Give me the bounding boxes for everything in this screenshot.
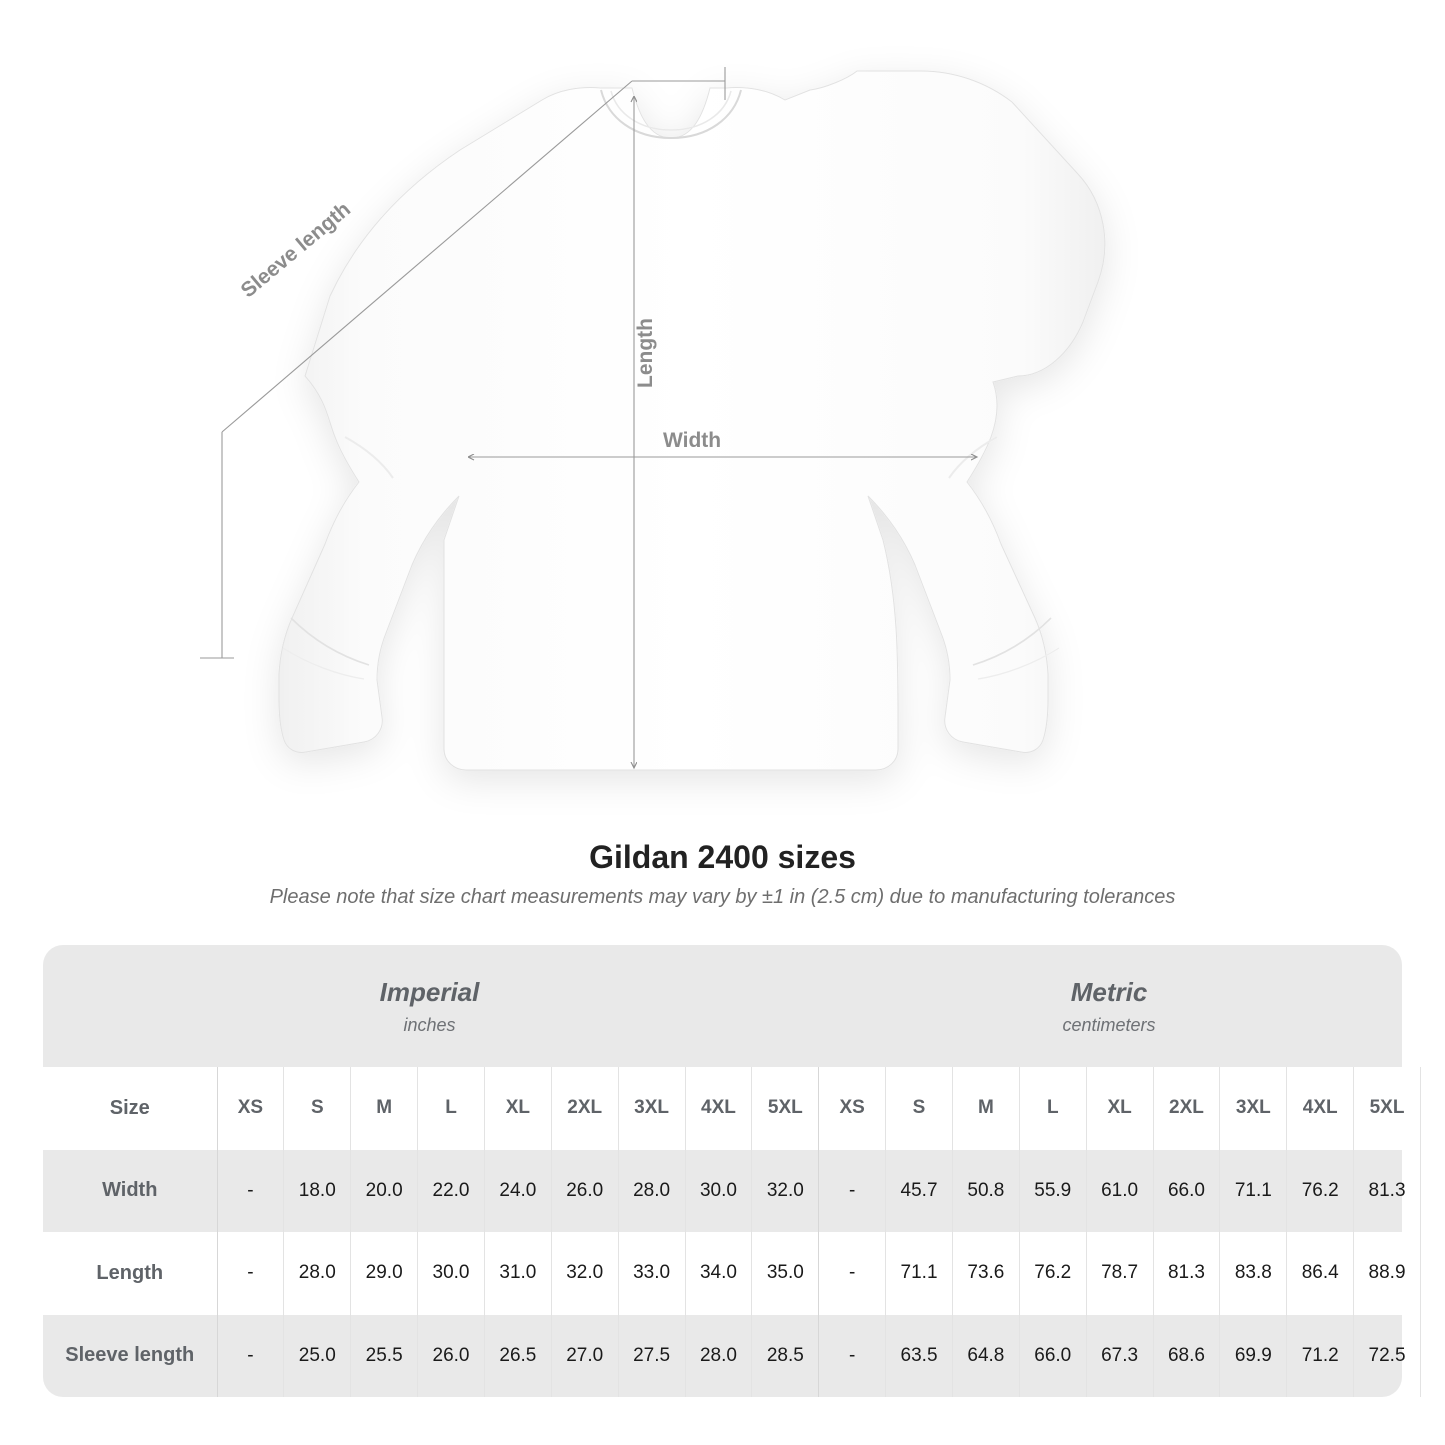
svg-text:Length: Length [634,318,657,388]
svg-text:Width: Width [663,429,721,452]
